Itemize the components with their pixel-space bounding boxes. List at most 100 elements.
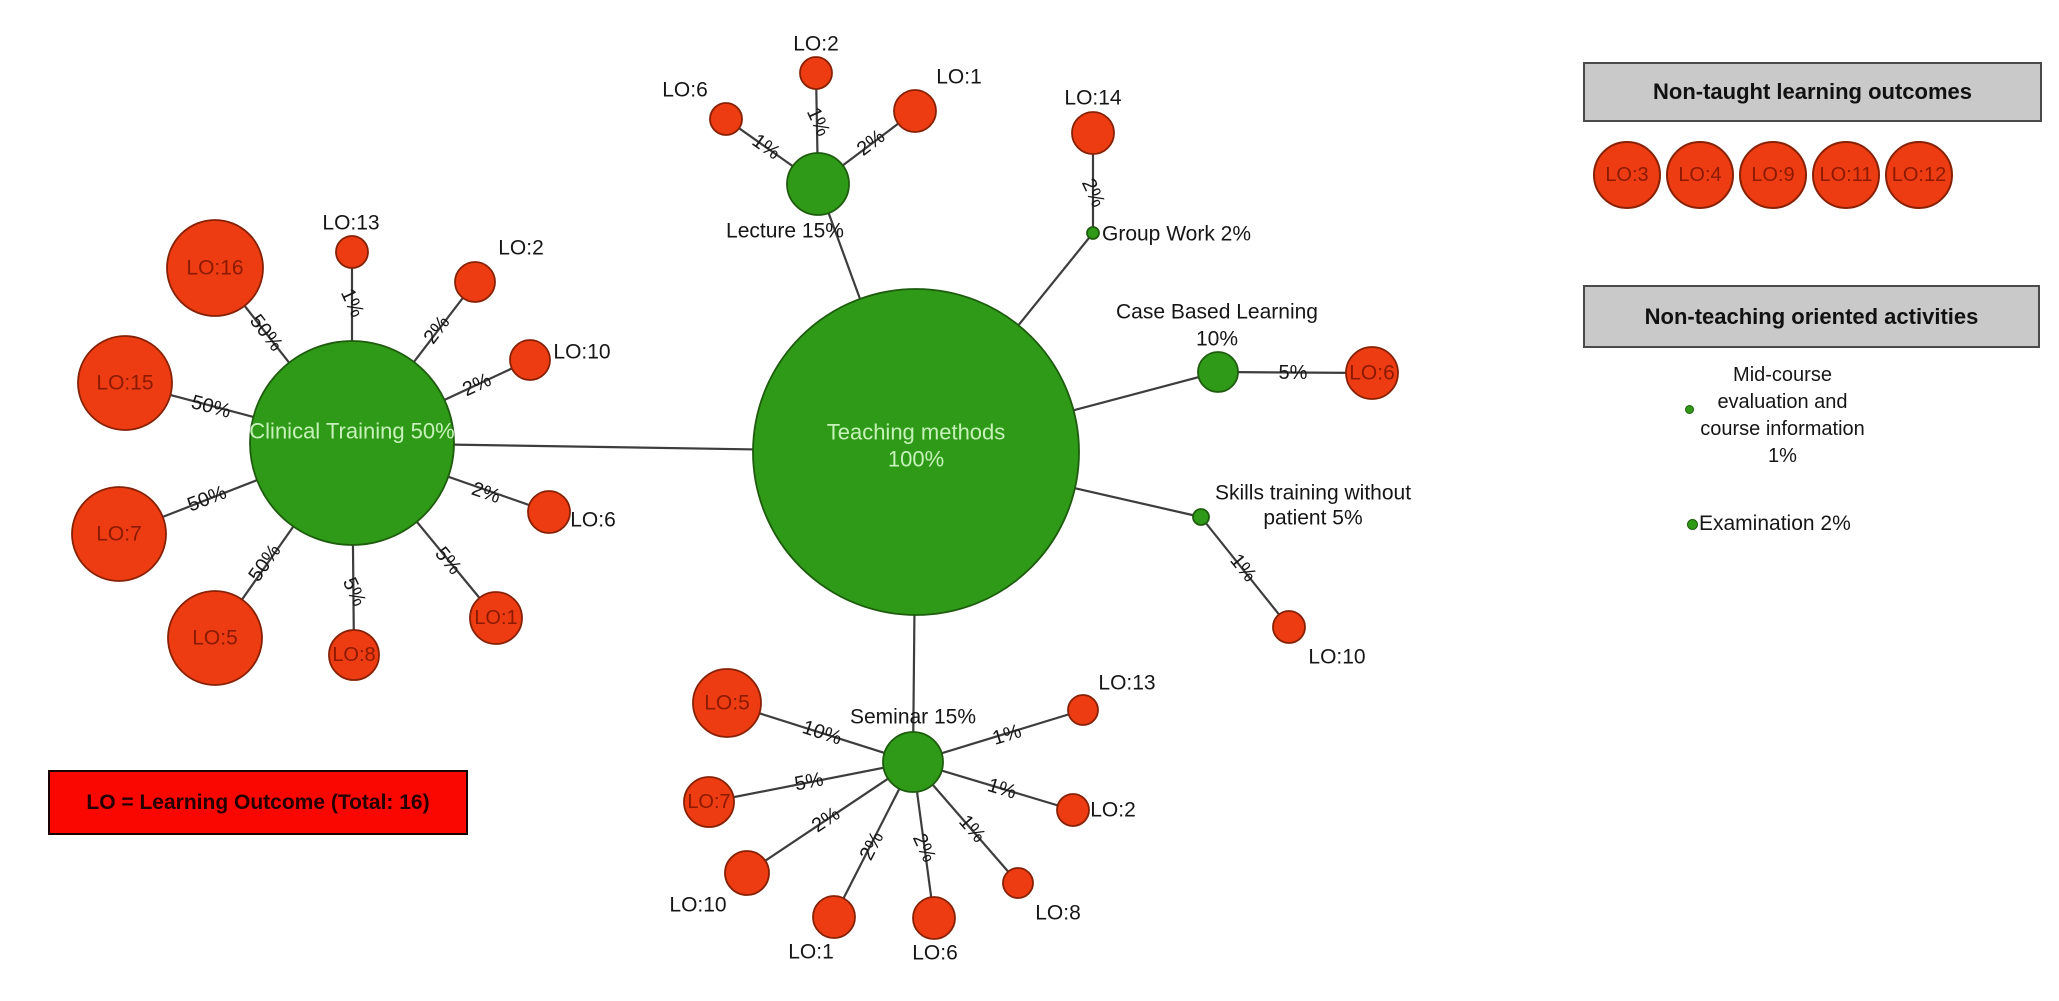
edge-clinical-c16-pct-label: 50% — [245, 310, 287, 355]
node-b6-label: LO:6 — [1349, 362, 1395, 385]
node-m8-label: LO:8 — [1035, 902, 1081, 925]
node-skills-label: patient 5% — [1263, 507, 1362, 530]
legend-box: LO = Learning Outcome (Total: 16) — [48, 770, 468, 835]
node-c2-label: LO:2 — [498, 237, 544, 260]
node-c7-circle — [71, 486, 167, 582]
edge-skills-s10 — [1200, 516, 1290, 628]
edge-clinical-c8-pct-label: 5% — [338, 574, 370, 610]
node-c16-circle — [166, 219, 264, 317]
node-m1-circle — [812, 895, 856, 939]
node-c16-label: LO:16 — [186, 257, 243, 280]
node-cbl-label: 10% — [1196, 328, 1238, 351]
lo-chip-9: LO:9 — [1739, 141, 1807, 209]
node-clinical-label: Clinical Training 50% — [249, 419, 454, 444]
node-seminar-label: Seminar 15% — [850, 706, 976, 729]
node-cbl-circle — [1197, 351, 1239, 393]
edge-seminar-m6-pct-label: 2% — [908, 830, 940, 866]
node-seminar-circle — [882, 731, 944, 793]
node-c8-label: LO:8 — [332, 644, 375, 666]
node-skills-circle — [1192, 508, 1210, 526]
edge-seminar-m1-pct-label: 2% — [856, 828, 889, 864]
non-taught-title: Non-taught learning outcomes — [1653, 79, 1972, 104]
node-l6-label: LO:6 — [662, 79, 708, 102]
node-lecture-label: Lecture 15% — [726, 220, 844, 243]
node-m10-circle — [724, 850, 770, 896]
edge-clinical-c10-pct-label: 2% — [459, 369, 495, 401]
mid-course-dot-icon — [1685, 405, 1694, 414]
mid-course-line-2: evaluation and — [1717, 391, 1848, 413]
node-groupwork-label: Group Work 2% — [1102, 223, 1251, 246]
edge-clinical-c13-pct-label: 1% — [336, 285, 368, 321]
node-m5-label: LO:5 — [704, 692, 750, 715]
node-c7-label: LO:7 — [96, 523, 142, 546]
non-teaching-header: Non-teaching oriented activities — [1583, 285, 2040, 348]
node-c10-label: LO:10 — [553, 341, 610, 364]
edge-seminar-m5-pct-label: 10% — [800, 716, 845, 749]
node-c5-circle — [167, 590, 263, 686]
node-m6-circle — [912, 896, 956, 940]
edge-lecture-l1-pct-label: 2% — [853, 125, 889, 160]
node-clinical-circle — [249, 340, 455, 546]
node-skills-label: Skills training without — [1215, 482, 1411, 505]
edge-cbl-b6-pct-label: 5% — [1279, 362, 1308, 384]
node-m6-label: LO:6 — [912, 942, 958, 965]
node-s10-label: LO:10 — [1308, 646, 1365, 669]
mid-course-line-1: Mid-course — [1733, 364, 1832, 386]
node-c15-circle — [77, 335, 173, 431]
non-taught-header: Non-taught learning outcomes — [1583, 62, 2042, 122]
node-m7-circle — [683, 776, 735, 828]
node-m1-label: LO:1 — [788, 941, 834, 964]
non-teaching-title: Non-teaching oriented activities — [1644, 303, 1979, 329]
edge-clinical-c15-pct-label: 50% — [189, 391, 234, 423]
mid-course-line-4: 1% — [1768, 445, 1797, 467]
mid-course-line-3: course information — [1700, 418, 1865, 440]
node-c2-circle — [454, 261, 496, 303]
node-c15-label: LO:15 — [96, 372, 153, 395]
edge-lecture-l2-pct-label: 1% — [802, 104, 834, 140]
node-b6-circle — [1345, 346, 1399, 400]
node-l1-label: LO:1 — [936, 66, 982, 89]
node-teaching-label: 100% — [888, 447, 944, 472]
node-c1-circle — [469, 591, 523, 645]
node-m7-label: LO:7 — [687, 791, 730, 813]
lo-chip-11: LO:11 — [1812, 141, 1880, 209]
node-c6-label: LO:6 — [570, 509, 616, 532]
node-l2-circle — [799, 56, 833, 90]
non-taught-lo-row: LO:3 LO:4 LO:9 LO:11 LO:12 — [1593, 141, 1953, 209]
node-m10-label: LO:10 — [669, 894, 726, 917]
edge-seminar-m2-pct-label: 1% — [985, 774, 1019, 804]
node-c8-circle — [328, 629, 380, 681]
mid-course-evaluation-label: Mid-course evaluation and course informa… — [1655, 362, 1910, 470]
node-m8-circle — [1002, 867, 1034, 899]
node-teaching-label: Teaching methods — [827, 420, 1006, 445]
edge-seminar-m7 — [708, 760, 914, 804]
node-m13-label: LO:13 — [1098, 672, 1155, 695]
examination-dot-icon — [1687, 519, 1698, 530]
lo-chip-12: LO:12 — [1885, 141, 1953, 209]
examination-label: Examination 2% — [1699, 512, 1851, 535]
node-teaching-circle — [752, 288, 1080, 616]
node-c5-label: LO:5 — [192, 627, 238, 650]
node-c13-label: LO:13 — [322, 212, 379, 235]
edge-seminar-m7-pct-label: 5% — [793, 768, 826, 795]
lo-chip-3: LO:3 — [1593, 141, 1661, 209]
lo-chip-4: LO:4 — [1666, 141, 1734, 209]
edge-lecture-l6-pct-label: 1% — [748, 130, 784, 165]
node-s10-circle — [1272, 610, 1306, 644]
node-m2-label: LO:2 — [1090, 799, 1136, 822]
node-c13-circle — [335, 235, 369, 269]
node-lecture-circle — [786, 152, 850, 216]
node-g14-circle — [1071, 111, 1115, 155]
node-cbl-label: Case Based Learning — [1116, 301, 1318, 324]
node-l2-label: LO:2 — [793, 33, 839, 56]
edge-seminar-m10 — [746, 761, 914, 874]
edge-seminar-m13-pct-label: 1% — [990, 720, 1024, 750]
edge-clinical-c6-pct-label: 2% — [469, 478, 504, 508]
edge-clinical-c7-pct-label: 50% — [184, 481, 229, 516]
node-c1-label: LO:1 — [474, 607, 517, 629]
node-g14-label: LO:14 — [1064, 87, 1122, 110]
node-groupwork-circle — [1086, 226, 1100, 240]
node-c6-circle — [527, 490, 571, 534]
node-l1-circle — [893, 89, 937, 133]
